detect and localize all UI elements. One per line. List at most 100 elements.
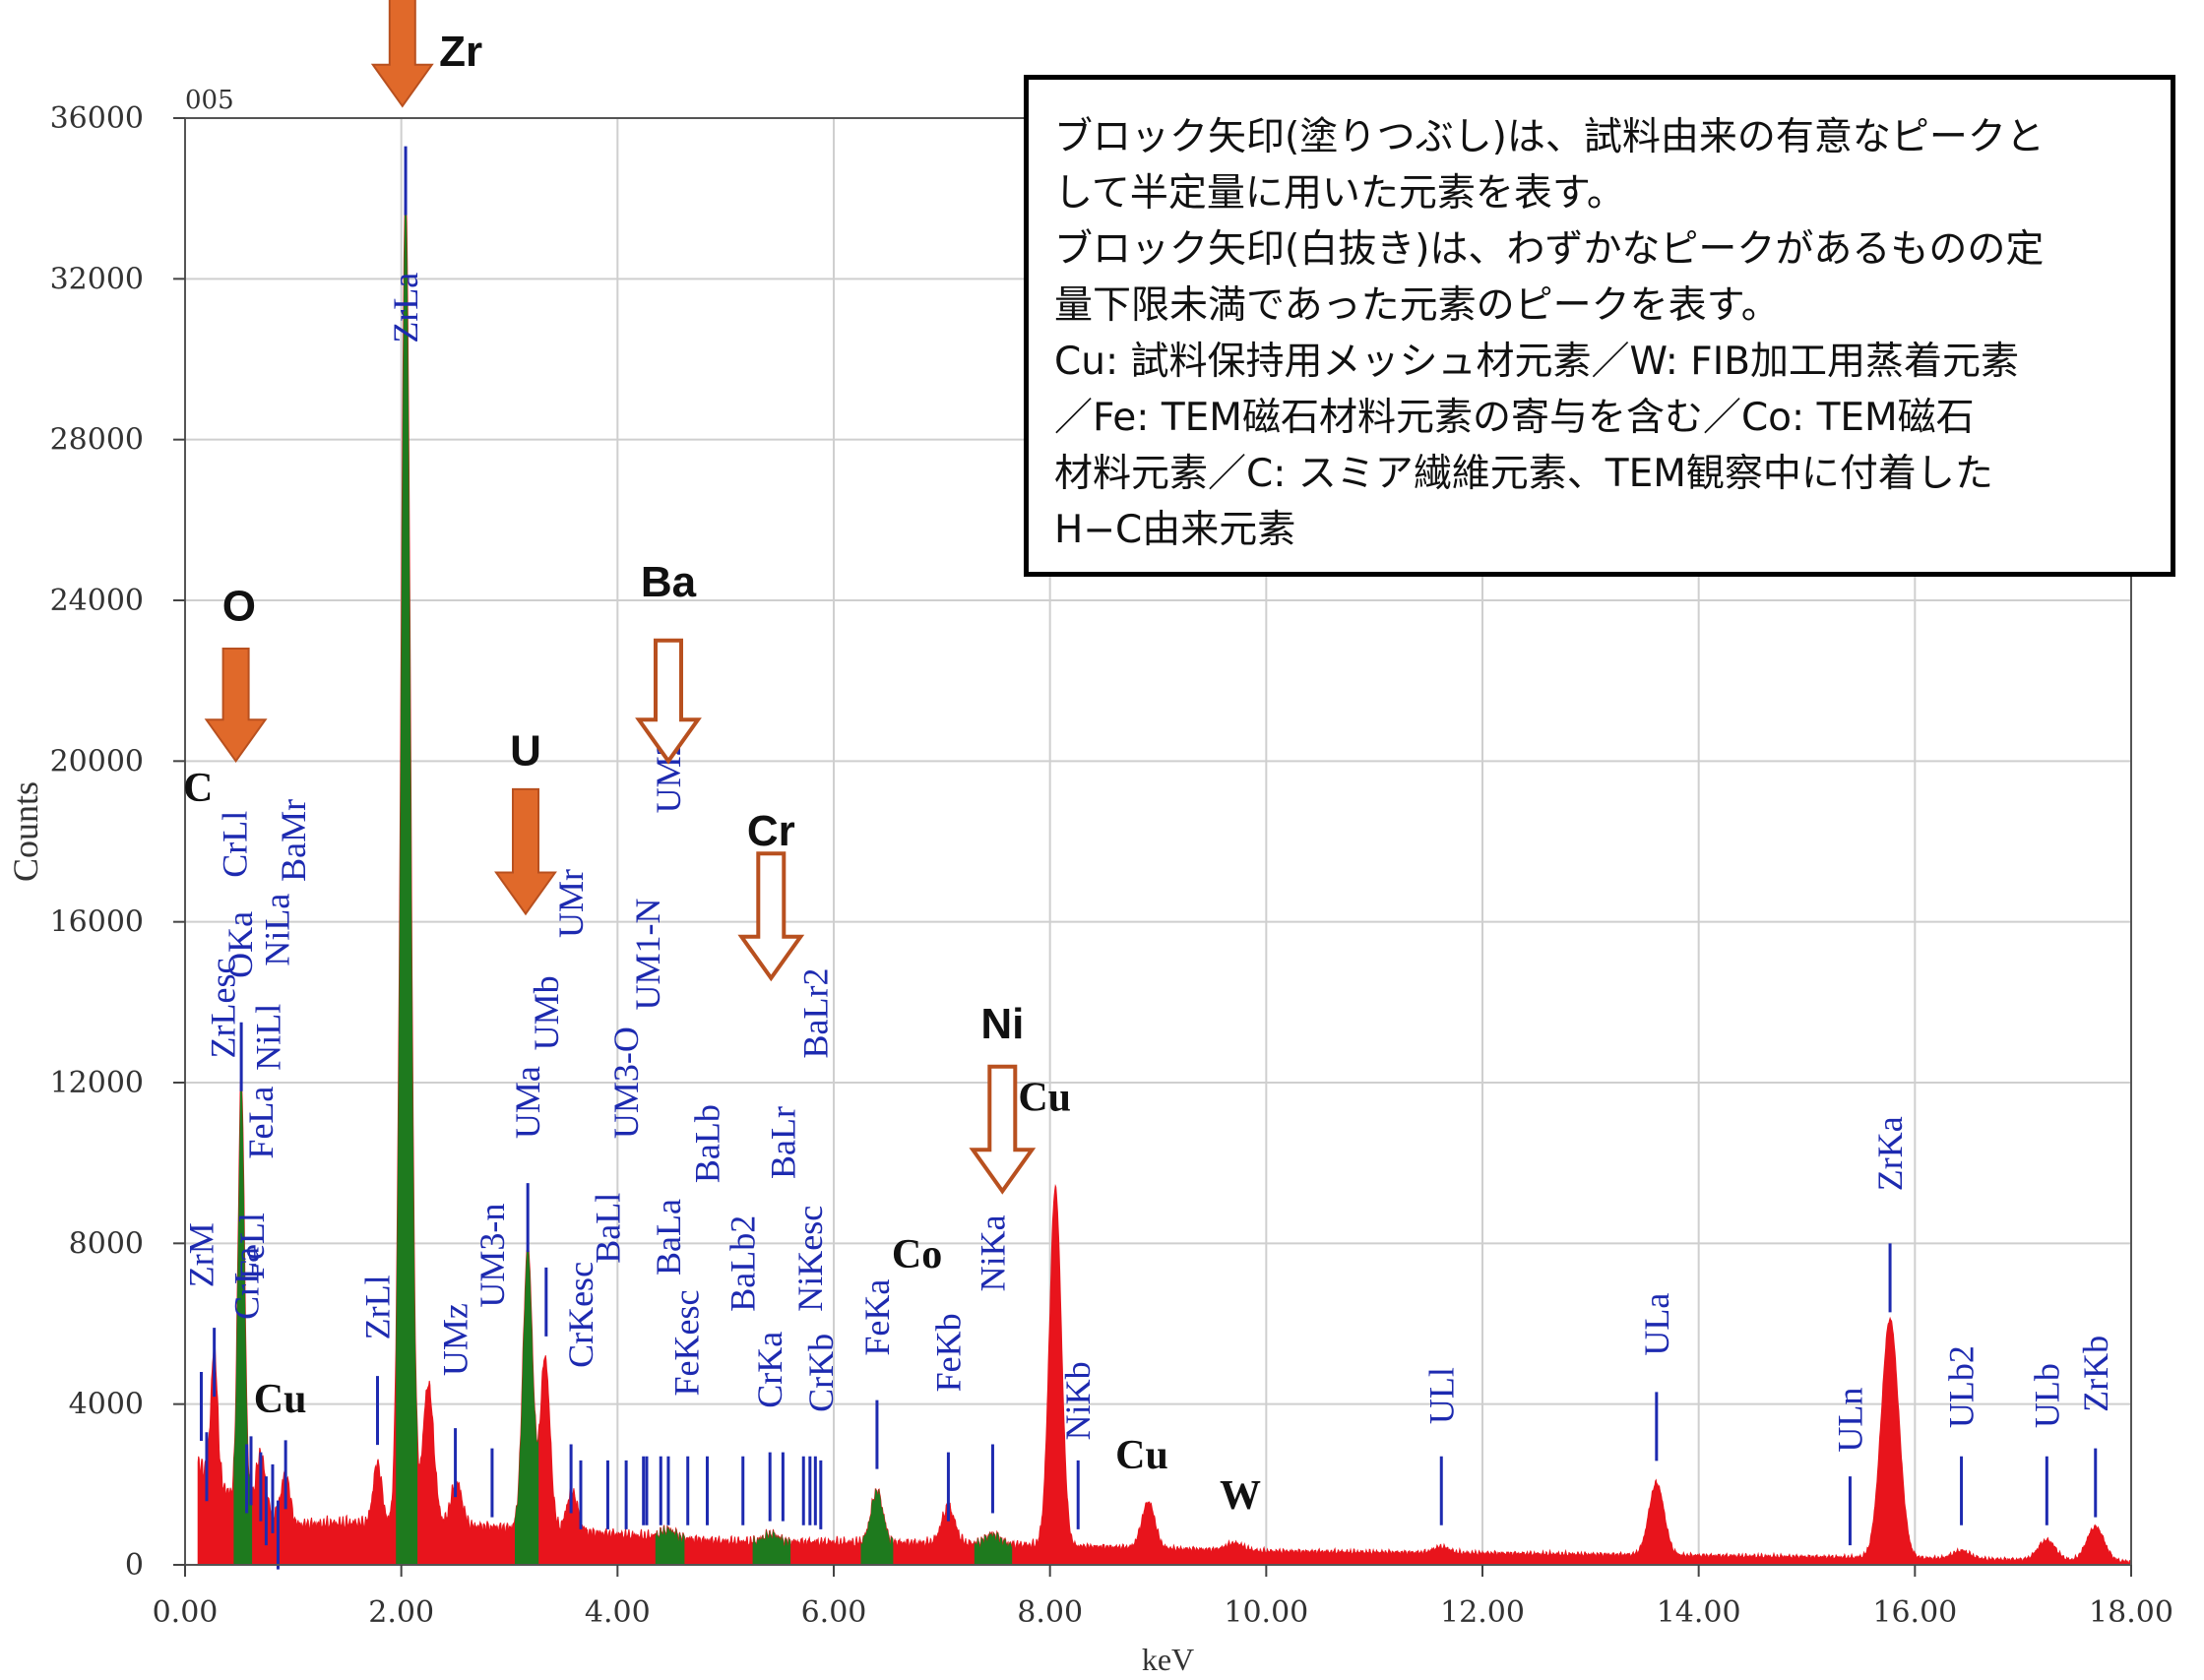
- line-label: FeLa: [241, 1087, 281, 1159]
- spectrum-layer: [197, 189, 2132, 1567]
- x-tick-label: 18.00: [2089, 1595, 2173, 1630]
- element-label: U: [510, 726, 541, 775]
- spectrum-area-green: [396, 190, 418, 1565]
- x-tick-label: 16.00: [1872, 1595, 1957, 1630]
- spectrum-area-green: [233, 1074, 253, 1565]
- legend-line: 量下限未満であった元素のピークを表す。: [1054, 283, 1780, 328]
- line-label: ZrLl: [358, 1275, 398, 1339]
- line-label: ULn: [1830, 1388, 1869, 1453]
- ticks-layer: 0.00 2.00 4.00 6.00 8.00 10.00 12.00 14.00 16.00…: [6, 86, 2173, 1677]
- line-label: UM3-n: [472, 1204, 512, 1308]
- line-label: UMa: [508, 1066, 547, 1139]
- legend-line: H−C由来元素: [1054, 508, 1296, 552]
- line-label: NiKesc: [790, 1206, 830, 1312]
- line-label: BaMr: [274, 799, 313, 882]
- block-arrow-hollow: [635, 638, 702, 765]
- element-label: Cu: [254, 1377, 307, 1422]
- line-label: UMr: [551, 869, 591, 938]
- legend-line: ブロック矢印(塗りつぶし)は、試料由来の有意なピークと: [1054, 115, 2045, 159]
- line-label: UM1-N: [628, 899, 667, 1011]
- element-label: W: [1220, 1473, 1261, 1519]
- x-tick-label: 8.00: [1017, 1595, 1083, 1630]
- x-tick-label: 12.00: [1440, 1595, 1525, 1630]
- element-label: Ba: [641, 558, 697, 606]
- y-tick-label: 8000: [69, 1226, 144, 1261]
- element-label: Cr: [747, 807, 795, 855]
- x-tick-label: 0.00: [153, 1595, 219, 1630]
- line-label: ZrLa: [386, 273, 425, 343]
- line-label: FeLl: [232, 1213, 272, 1279]
- y-tick-label: 20000: [50, 744, 144, 778]
- element-label: Zr: [439, 28, 482, 76]
- line-label: BaLb2: [724, 1215, 763, 1312]
- y-tick-label: 16000: [50, 905, 144, 940]
- x-tick-label: 14.00: [1657, 1595, 1741, 1630]
- block-arrow-hollow: [737, 851, 805, 982]
- legend-box: ブロック矢印(塗りつぶし)は、試料由来の有意なピークと して半定量に用いた元素を…: [1024, 75, 2175, 577]
- block-arrow-filled: [494, 787, 557, 916]
- element-label: Cu: [1115, 1433, 1168, 1478]
- y-tick-label: 12000: [50, 1066, 144, 1100]
- block-arrow-filled: [204, 648, 268, 764]
- line-label: CrKb: [801, 1334, 841, 1412]
- y-axis-label: Counts: [6, 781, 45, 882]
- spectrum-area-green: [752, 1528, 791, 1565]
- line-label: FeKa: [857, 1279, 897, 1356]
- line-label: UM3-O: [606, 1027, 646, 1139]
- legend-line: ／Fe: TEM磁石材料元素の寄与を含む／Co: TEM磁石: [1054, 396, 1975, 440]
- y-tick-label: 0: [125, 1548, 144, 1583]
- y-tick-label: 32000: [50, 262, 144, 296]
- line-label: CrKesc: [561, 1262, 600, 1368]
- line-label: NiLa: [257, 894, 296, 966]
- legend-line: ブロック矢印(白抜き)は、わずかなピークがあるものの定: [1054, 227, 2045, 272]
- x-axis-label: keV: [1142, 1642, 1194, 1677]
- x-tick-label: 10.00: [1224, 1595, 1308, 1630]
- line-label: CrLl: [216, 811, 255, 878]
- x-tick-label: 6.00: [801, 1595, 867, 1630]
- element-label: O: [222, 582, 256, 630]
- arrow-layer: [204, 0, 1037, 1195]
- line-label: ZrKb: [2076, 1336, 2115, 1412]
- element-label: Co: [892, 1232, 942, 1277]
- element-label: Cu: [1018, 1076, 1071, 1121]
- spectrum-area-green: [974, 1531, 1013, 1565]
- line-label: ZrKa: [1870, 1116, 1910, 1191]
- spectrum-area-green: [860, 1488, 894, 1565]
- legend-line: 材料元素／C: スミア繊維元素、TEM観察中に付着した: [1054, 452, 1993, 496]
- line-label: NiKa: [973, 1214, 1012, 1291]
- block-arrow-filled: [370, 0, 434, 108]
- line-label: ULa: [1637, 1293, 1676, 1356]
- line-label: NiKb: [1058, 1361, 1098, 1440]
- x-tick-label: 2.00: [368, 1595, 434, 1630]
- element-label: Ni: [980, 1000, 1024, 1048]
- line-label: ULl: [1421, 1367, 1461, 1424]
- line-label: BaLl: [588, 1193, 627, 1264]
- x-tick-label: 4.00: [585, 1595, 651, 1630]
- legend-line: して半定量に用いた元素を表す。: [1054, 171, 1625, 216]
- line-label: CrKa: [750, 1332, 789, 1408]
- y-tick-label: 36000: [50, 101, 144, 136]
- line-label: BaLr: [763, 1106, 802, 1179]
- line-label: BaLa: [649, 1199, 688, 1276]
- line-label: OKa: [220, 911, 260, 978]
- corner-label: 005: [185, 86, 234, 115]
- line-label: UMz: [436, 1303, 475, 1376]
- line-label: ZrLesc: [203, 959, 242, 1059]
- line-label: FeKb: [928, 1313, 968, 1392]
- block-arrow-hollow: [969, 1064, 1037, 1195]
- line-label: BaLb: [687, 1104, 726, 1183]
- marker-layer: [199, 146, 2098, 1570]
- y-tick-label: 24000: [50, 584, 144, 618]
- line-label: NiLl: [249, 1004, 288, 1071]
- spectrum-area-green: [655, 1524, 685, 1565]
- line-label: ULb: [2027, 1363, 2066, 1428]
- line-label: ZrM: [181, 1222, 220, 1287]
- line-label: FeKesc: [667, 1290, 707, 1397]
- y-tick-label: 4000: [69, 1388, 144, 1422]
- spectrum-area-green: [515, 1248, 539, 1565]
- legend-line: Cu: 試料保持用メッシュ材元素／W: FIB加工用蒸着元素: [1054, 340, 2019, 384]
- line-label: BaLr2: [795, 968, 835, 1059]
